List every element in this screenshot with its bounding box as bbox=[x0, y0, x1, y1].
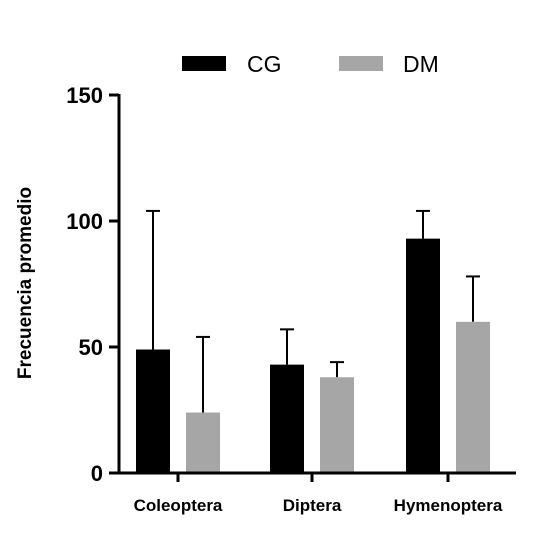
legend-swatch-dm bbox=[339, 56, 383, 71]
bars bbox=[136, 209, 490, 473]
bar-dm-diptera bbox=[320, 377, 354, 473]
legend-swatch-cg bbox=[182, 56, 226, 71]
y-axis-label: Frecuencia promedio bbox=[15, 187, 36, 379]
legend-label-dm: DM bbox=[403, 51, 439, 77]
axes: 0 50 100 150 Coleoptera Diptera Hymenoptera bbox=[66, 83, 516, 515]
x-tick-label-hymenoptera: Hymenoptera bbox=[394, 496, 503, 515]
x-tick-label-diptera: Diptera bbox=[283, 496, 342, 515]
bar-dm-coleoptera bbox=[186, 412, 220, 473]
bar-cg-hymenoptera bbox=[406, 238, 440, 473]
x-tick-label-coleoptera: Coleoptera bbox=[134, 496, 223, 515]
bar-dm-hymenoptera bbox=[456, 321, 490, 473]
bar-cg-diptera bbox=[270, 364, 304, 473]
legend: CG DM bbox=[182, 51, 439, 77]
y-tick-label-50: 50 bbox=[79, 335, 103, 360]
y-tick-label-100: 100 bbox=[66, 209, 103, 234]
legend-label-cg: CG bbox=[247, 51, 282, 77]
bar-cg-coleoptera bbox=[136, 349, 170, 473]
y-tick-label-0: 0 bbox=[91, 461, 103, 486]
y-tick-label-150: 150 bbox=[66, 83, 103, 108]
